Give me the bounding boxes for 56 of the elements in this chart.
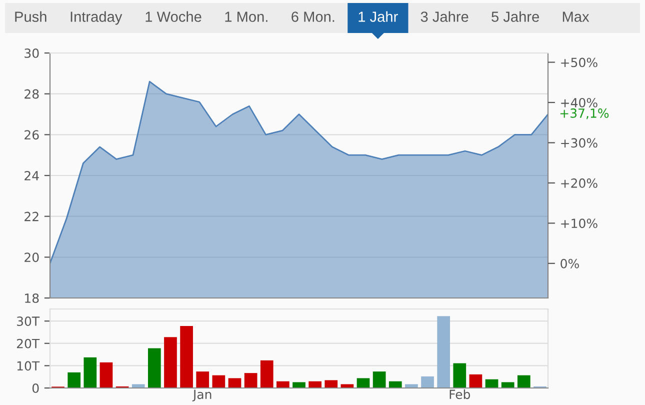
- text: Max: [562, 12, 590, 22]
- bar: [180, 326, 193, 388]
- y-tick-label: 0: [32, 383, 39, 393]
- bar: [453, 363, 466, 388]
- x-tick-label: Jan: [192, 390, 212, 402]
- y2-tick-label: +30%: [561, 138, 598, 148]
- bar: [405, 384, 418, 388]
- y-tick-label: 26: [24, 130, 39, 140]
- bar: [212, 375, 226, 388]
- text: 5 Jahre: [492, 11, 539, 22]
- bar: [501, 382, 514, 388]
- bar: [164, 337, 177, 388]
- text: Push: [15, 11, 46, 22]
- y-tick-label: 28: [24, 89, 39, 99]
- bar: [276, 381, 290, 388]
- text: 3 Jahre: [420, 11, 468, 22]
- bar: [84, 357, 97, 388]
- bar: [517, 375, 530, 388]
- bar: [340, 384, 354, 388]
- bar: [292, 382, 306, 388]
- x-tick-label: Feb: [450, 389, 470, 400]
- bar: [388, 381, 402, 388]
- bar: [196, 371, 210, 388]
- y-tick-label: 18: [25, 293, 39, 303]
- text: 1 Jahr: [358, 11, 398, 22]
- y-tick-label: 30: [24, 48, 39, 58]
- text: +37,1%: [560, 108, 609, 120]
- bar: [132, 384, 145, 388]
- text: Intraday: [70, 11, 122, 25]
- bar: [228, 378, 242, 388]
- bar: [244, 373, 258, 388]
- y-tick-label: 10T: [17, 361, 40, 371]
- y-tick-label: 20T: [16, 338, 40, 348]
- y-tick-label: 24: [24, 170, 39, 180]
- bar: [100, 362, 113, 388]
- y2-tick-label: +10%: [561, 218, 598, 228]
- y-tick-label: 30T: [16, 316, 40, 326]
- y-tick-label: 20: [24, 252, 39, 262]
- bar: [148, 348, 161, 388]
- bar: [372, 371, 386, 388]
- y2-tick-label: +40%: [561, 98, 598, 108]
- bar: [324, 380, 338, 388]
- bar: [421, 376, 434, 388]
- bar: [260, 360, 274, 388]
- y2-tick-label: 0%: [560, 258, 579, 268]
- text: 1 Woche: [146, 11, 202, 22]
- bar: [356, 378, 370, 388]
- bar: [437, 316, 450, 388]
- bar: [308, 381, 322, 388]
- y2-tick-label: +50%: [561, 58, 598, 68]
- bar: [469, 374, 482, 388]
- y-tick-label: 22: [24, 212, 38, 222]
- bar: [68, 372, 81, 388]
- text: 6 Mon.: [292, 12, 334, 22]
- text: 1 Mon.: [225, 12, 268, 22]
- y2-tick-label: +20%: [561, 178, 598, 188]
